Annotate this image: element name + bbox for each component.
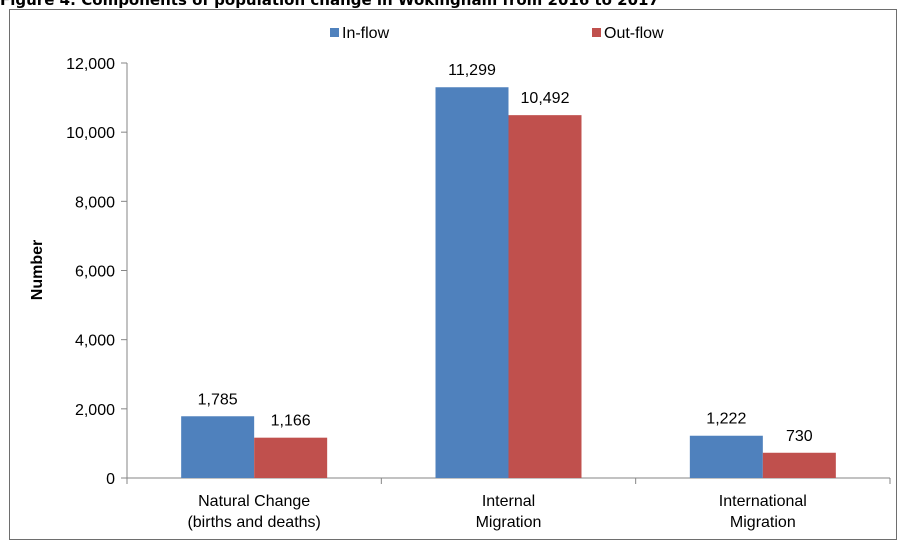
- legend-swatch: [330, 28, 339, 37]
- bar-out-flow: [762, 452, 836, 478]
- y-tick-label: 10,000: [66, 125, 115, 142]
- bar-in-flow: [435, 87, 509, 478]
- x-category-label: Internal: [482, 493, 535, 510]
- y-tick-label: 4,000: [75, 333, 115, 350]
- bar-out-flow: [254, 437, 328, 478]
- x-category-label: Natural Change: [198, 493, 310, 510]
- bar-in-flow: [181, 416, 255, 478]
- figure-title: Figure 4: Components of population chang…: [0, 0, 659, 9]
- x-category-label: Migration: [730, 514, 796, 531]
- bar-in-flow: [689, 435, 763, 478]
- x-category-label: Migration: [476, 514, 542, 531]
- data-label: 1,166: [271, 413, 311, 430]
- legend-label: Out-flow: [604, 25, 664, 42]
- x-category-label: International: [719, 493, 807, 510]
- data-label: 1,785: [198, 391, 238, 408]
- y-tick-label: 8,000: [75, 194, 115, 211]
- bar-out-flow: [508, 115, 582, 478]
- data-label: 11,299: [448, 62, 496, 79]
- data-label: 10,492: [521, 90, 570, 107]
- data-label: 730: [786, 428, 813, 445]
- x-category-label: (births and deaths): [187, 514, 320, 531]
- y-tick-label: 6,000: [75, 264, 115, 281]
- y-tick-label: 2,000: [75, 402, 115, 419]
- y-tick-label: 12,000: [66, 56, 115, 73]
- data-label: 1,222: [706, 411, 746, 428]
- y-axis-title: Number: [29, 240, 46, 300]
- y-tick-label: 0: [106, 471, 115, 488]
- legend-label: In-flow: [342, 25, 390, 42]
- legend-swatch: [592, 28, 601, 37]
